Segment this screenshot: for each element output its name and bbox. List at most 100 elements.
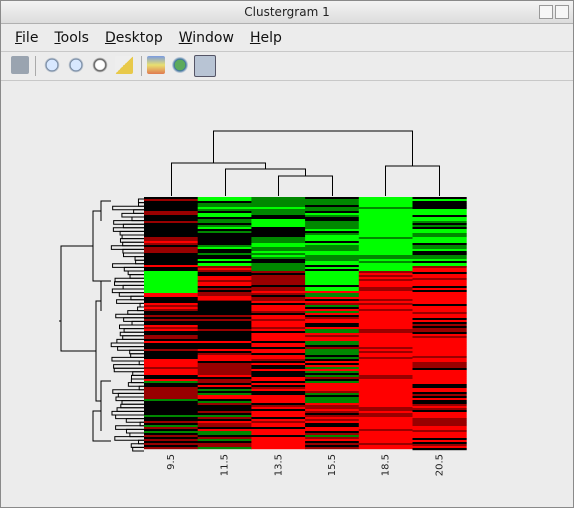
- heatmap-cell: [412, 362, 467, 365]
- heatmap-cell: [412, 426, 467, 429]
- heatmap-cell: [305, 361, 360, 364]
- heatmap-cell: [251, 245, 306, 248]
- heatmap-cell: [144, 363, 199, 366]
- minimize-button[interactable]: [539, 5, 553, 19]
- heatmap-cell: [144, 377, 199, 380]
- dendrogram-link: [122, 284, 144, 290]
- print-button[interactable]: [11, 56, 29, 74]
- heatmap-cell: [144, 217, 199, 220]
- heatmap-cell: [305, 327, 360, 330]
- heatmap-cell: [144, 431, 199, 434]
- heatmap-cell: [144, 383, 199, 386]
- heatmap-cell: [197, 319, 252, 322]
- zoom-out-button[interactable]: [67, 56, 85, 74]
- heatmap-cell: [251, 227, 306, 230]
- heatmap-cell: [144, 279, 199, 282]
- menu-item[interactable]: File: [15, 30, 39, 46]
- menu-item[interactable]: Window: [178, 30, 234, 46]
- heatmap-cell: [305, 229, 360, 232]
- plot-tools-button[interactable]: [194, 55, 216, 77]
- heatmap-cell: [197, 411, 252, 414]
- pan-button[interactable]: [91, 56, 109, 74]
- heatmap-cell: [144, 413, 199, 416]
- heatmap-cell: [358, 267, 413, 270]
- legend-button[interactable]: [171, 56, 189, 74]
- heatmap-cell: [251, 417, 306, 420]
- heatmap-cell: [197, 335, 252, 338]
- heatmap-cell: [305, 371, 360, 374]
- heatmap-cell: [358, 217, 413, 220]
- heatmap-cell: [358, 417, 413, 420]
- heatmap-cell: [358, 329, 413, 332]
- heatmap-cell: [358, 297, 413, 300]
- heatmap-cell: [144, 361, 199, 364]
- heatmap-cell: [358, 241, 413, 244]
- heatmap-cell: [144, 351, 199, 354]
- heatmap-cell: [305, 263, 360, 266]
- heatmap-cell: [358, 337, 413, 340]
- dendrogram-link: [112, 205, 144, 211]
- toolbar: [1, 52, 573, 81]
- heatmap-cell: [305, 267, 360, 270]
- heatmap-cell: [305, 445, 360, 448]
- heatmap-cell: [144, 281, 199, 284]
- heatmap-cell: [358, 447, 413, 450]
- dendrogram-link: [119, 331, 144, 337]
- heatmap-cell: [144, 389, 199, 392]
- menu-item[interactable]: Help: [249, 30, 282, 46]
- heatmap-cell: [144, 255, 199, 258]
- heatmap-cell: [412, 328, 467, 331]
- heatmap-cell: [305, 357, 360, 360]
- heatmap-cell: [412, 203, 467, 206]
- heatmap-cell: [197, 266, 252, 269]
- heatmap-cell: [251, 243, 306, 246]
- heatmap-cell: [305, 285, 360, 288]
- heatmap-cell: [144, 385, 199, 388]
- dendrogram-link: [130, 374, 144, 380]
- heatmap-cell: [251, 247, 306, 250]
- heatmap-cell: [144, 319, 199, 322]
- dendrogram-link: [129, 349, 144, 355]
- zoom-in-button[interactable]: [43, 56, 61, 74]
- heatmap-cell: [197, 381, 252, 384]
- menu-item[interactable]: Tools: [54, 30, 89, 46]
- heatmap-cell: [251, 423, 306, 426]
- dendrogram-link: [110, 342, 144, 348]
- heatmap-cell: [412, 270, 467, 273]
- close-button[interactable]: [555, 5, 569, 19]
- heatmap-cell: [412, 231, 467, 234]
- heatmap-cell: [412, 358, 467, 361]
- heatmap-cell: [358, 249, 413, 252]
- heatmap-cell: [144, 313, 199, 316]
- heatmap-cell: [197, 359, 252, 362]
- heatmap-cell: [144, 421, 199, 424]
- heatmap-cell: [197, 355, 252, 358]
- heatmap-cell: [358, 415, 413, 418]
- heatmap-cell: [197, 205, 252, 208]
- heatmap-cell: [144, 333, 199, 336]
- heatmap-cell: [251, 359, 306, 362]
- data-cursor-button[interactable]: [115, 56, 133, 74]
- heatmap-cell: [144, 327, 199, 330]
- heatmap-cell: [251, 335, 306, 338]
- heatmap-cell: [197, 203, 252, 206]
- heatmap-cell: [251, 283, 306, 286]
- heatmap-cell: [412, 348, 467, 351]
- heatmap-cell: [144, 423, 199, 426]
- heatmap-cell: [305, 247, 360, 250]
- colorbar-button[interactable]: [147, 56, 165, 74]
- heatmap-cell: [305, 237, 360, 240]
- dendrogram-link: [129, 432, 144, 438]
- heatmap-cell: [144, 335, 199, 338]
- heatmap-cell: [251, 409, 306, 412]
- heatmap-cell: [412, 243, 467, 246]
- heatmap-cell: [305, 431, 360, 434]
- heatmap-cell: [197, 315, 252, 318]
- heatmap-cell: [358, 367, 413, 370]
- heatmap-cell: [358, 317, 413, 320]
- heatmap-cell: [251, 317, 306, 320]
- menu-item[interactable]: Desktop: [104, 30, 163, 46]
- heatmap-cell: [144, 253, 199, 256]
- heatmap-cell: [251, 261, 306, 264]
- heatmap-cell: [305, 373, 360, 376]
